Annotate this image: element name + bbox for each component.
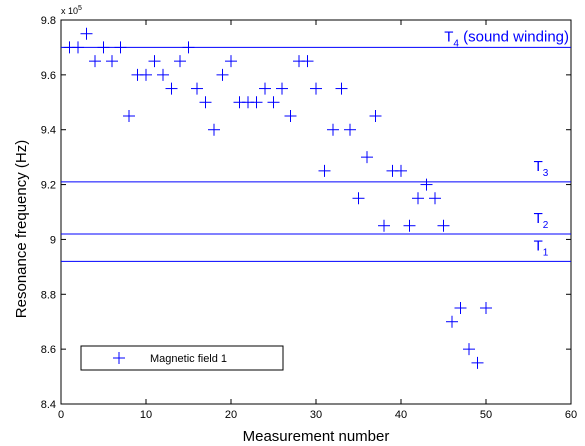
x-tick-label: 40 bbox=[395, 409, 407, 421]
reference-line-label: T3 bbox=[534, 158, 549, 179]
data-point bbox=[284, 110, 297, 122]
data-point bbox=[114, 41, 127, 54]
data-point bbox=[437, 219, 450, 232]
data-point bbox=[471, 356, 484, 369]
x-tick-label: 20 bbox=[225, 409, 237, 421]
data-point bbox=[165, 82, 178, 95]
data-point bbox=[208, 123, 220, 136]
data-point bbox=[412, 192, 424, 205]
data-point bbox=[157, 68, 169, 81]
y-tick-label: 9.4 bbox=[41, 125, 56, 137]
y-tick-label: 9.6 bbox=[41, 70, 56, 82]
y-tick-label: 9.2 bbox=[41, 180, 56, 192]
data-point bbox=[259, 82, 271, 95]
data-point bbox=[454, 302, 467, 314]
data-point bbox=[276, 82, 288, 95]
data-point bbox=[369, 110, 382, 122]
y-tick-label: 9.8 bbox=[41, 15, 56, 27]
plot-area: 0 10 20 30 40 50 60 8.4 8.6 8.8 9 9.2 9.4 9.6 9.8 T4 (s… bbox=[41, 15, 577, 421]
data-point bbox=[480, 302, 492, 314]
y-tick-label: 9 bbox=[50, 234, 56, 246]
data-point bbox=[72, 41, 84, 54]
reference-line-label: T4 (sound winding) bbox=[444, 28, 569, 49]
data-point bbox=[80, 27, 93, 40]
x-tick-label: 0 bbox=[58, 409, 64, 421]
legend: Magnetic field 1 bbox=[80, 345, 284, 371]
data-point bbox=[420, 178, 433, 191]
y-tick-label: 8.8 bbox=[41, 289, 56, 301]
y-multiplier-exponent: 5 bbox=[78, 5, 82, 12]
data-point bbox=[395, 164, 407, 177]
data-point bbox=[463, 343, 475, 356]
data-point bbox=[327, 123, 339, 136]
legend-label: Magnetic field 1 bbox=[150, 353, 227, 365]
x-tick-label: 30 bbox=[310, 409, 322, 421]
data-point bbox=[429, 192, 441, 205]
data-point bbox=[267, 96, 280, 109]
data-point bbox=[123, 110, 135, 122]
data-point bbox=[378, 219, 390, 232]
data-point bbox=[310, 82, 322, 95]
data-point bbox=[199, 96, 212, 109]
data-point bbox=[182, 41, 195, 54]
x-axis-title: Measurement number bbox=[243, 428, 390, 445]
y-tick-label: 8.6 bbox=[41, 344, 56, 356]
data-point bbox=[403, 219, 416, 232]
data-point bbox=[352, 192, 365, 205]
reference-line-label: T2 bbox=[534, 210, 549, 231]
data-point bbox=[140, 68, 152, 81]
x-tick-label: 60 bbox=[565, 409, 577, 421]
data-point bbox=[344, 123, 356, 136]
data-point bbox=[361, 151, 373, 164]
data-point bbox=[301, 55, 314, 68]
data-point bbox=[106, 55, 118, 68]
data-point bbox=[225, 55, 237, 68]
data-point bbox=[97, 41, 110, 54]
reference-line-label: T1 bbox=[534, 237, 549, 258]
data-point bbox=[318, 164, 331, 177]
data-point bbox=[446, 315, 458, 328]
x-tick-label: 50 bbox=[480, 409, 492, 421]
y-axis-title: Resonance frequency (Hz) bbox=[13, 140, 30, 318]
data-point bbox=[335, 82, 348, 95]
data-point bbox=[216, 68, 229, 81]
data-point bbox=[191, 82, 203, 95]
legend-marker bbox=[113, 352, 125, 364]
data-point bbox=[89, 55, 101, 68]
y-multiplier-label: x 105 bbox=[61, 5, 82, 16]
x-tick-label: 10 bbox=[140, 409, 152, 421]
y-tick-label: 8.4 bbox=[41, 399, 56, 411]
data-point bbox=[174, 55, 186, 68]
data-point bbox=[148, 55, 161, 68]
data-point bbox=[250, 96, 263, 109]
